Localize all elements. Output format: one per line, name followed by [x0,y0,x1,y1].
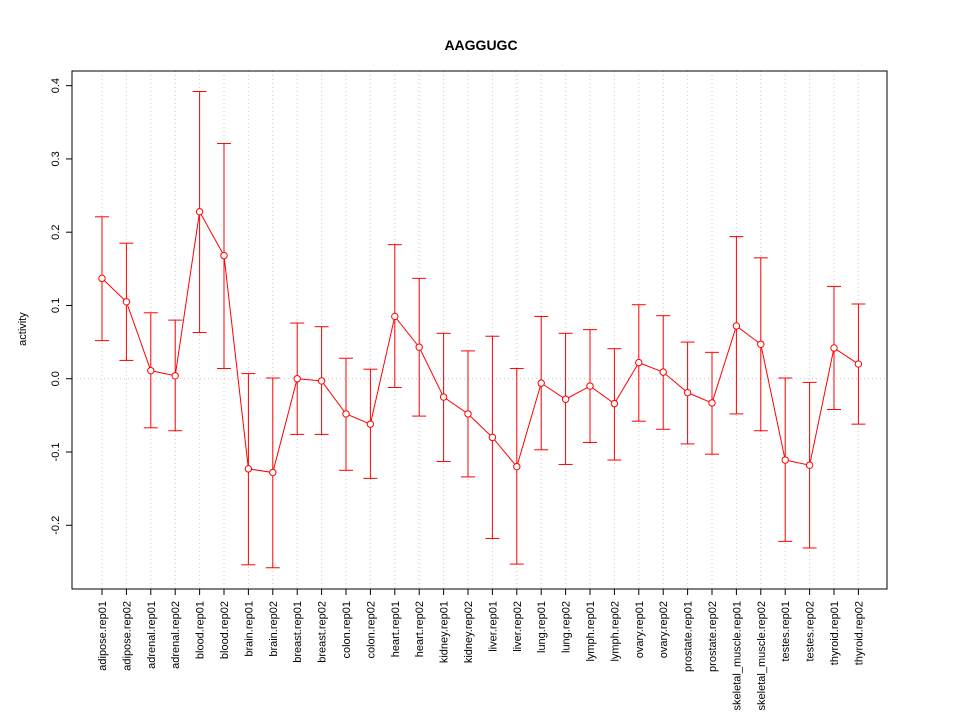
error-bars [95,91,866,569]
y-tick-label: -0.2 [50,516,62,535]
series-line [101,210,859,474]
x-tick-label: testes.rep02 [805,601,817,662]
x-tick-label: lung.rep02 [561,601,573,653]
y-tick-label: 0.0 [50,371,62,386]
data-point [195,207,204,216]
data-point [439,393,448,401]
x-tick-label: adipose.rep02 [121,601,133,671]
y-tick-label: 0.4 [50,78,62,93]
x-tick-label: lymph.rep02 [609,601,621,662]
data-point [317,377,326,385]
data-point [854,360,863,368]
data-point [537,379,545,387]
data-point [147,366,155,375]
x-tick-label: skeletal_muscle.rep01 [731,601,743,710]
x-tick-label: colon.rep02 [365,601,377,659]
y-tick-label: -0.1 [50,443,62,462]
data-point [342,410,350,418]
x-tick-label: prostate.rep02 [707,601,719,672]
data-point [464,410,472,418]
x-tick-label: kidney.rep01 [439,601,451,663]
data-points [98,207,863,477]
chart-title: AAGGUGC [444,37,517,53]
x-tick-label: ovary.rep02 [658,601,670,658]
y-axis-label: activity [17,312,29,346]
data-point [488,433,497,442]
plot-frame [71,70,888,590]
data-point [659,368,667,376]
data-point [635,358,643,367]
x-tick-label: liver.rep01 [487,601,499,652]
x-tick-label: adrenal.rep02 [170,601,182,669]
x-tick-label: thyroid.rep02 [853,601,865,665]
x-tick-label: thyroid.rep01 [829,601,841,665]
x-tick-label: testes.rep01 [780,601,792,662]
y-tick-label: 0.2 [50,225,62,240]
x-tick-label: lymph.rep01 [585,601,597,662]
x-tick-label: heart.rep01 [390,601,402,657]
x-tick-label: breast.rep01 [292,601,304,663]
data-point [757,340,765,348]
x-tick-label: adrenal.rep01 [146,601,158,669]
data-point [269,468,277,477]
y-tick-label: 0.1 [50,298,62,313]
data-point [781,456,789,464]
x-tick-label: lung.rep01 [536,601,548,653]
series-line-group [101,210,859,474]
data-point [805,461,814,469]
data-point [732,322,741,330]
x-tick-label: skeletal_muscle.rep02 [756,601,768,710]
grid [72,71,887,589]
x-tick-label: kidney.rep02 [463,601,475,663]
y-tick-label: 0.3 [50,151,62,166]
x-tick-label: heart.rep02 [414,601,426,657]
x-tick-label: brain.rep02 [268,601,280,657]
x-tick-label: brain.rep01 [243,601,255,657]
axes: -0.2 -0.1 0.0 0.1 0.2 0.3 0.4 adipose.rep01 adip… [50,78,865,710]
x-tick-label: blood.rep01 [195,601,207,659]
data-point [366,420,375,428]
data-point [293,375,301,383]
data-point [586,382,594,390]
x-tick-label: ovary.rep01 [634,601,646,658]
x-tick-label: prostate.rep01 [683,601,695,672]
x-tick-label: breast.rep02 [317,601,329,663]
data-point [98,274,106,283]
data-point [220,251,228,260]
x-tick-label: colon.rep01 [341,601,353,659]
x-tick-label: blood.rep02 [219,601,231,659]
data-point [122,298,131,306]
data-point [415,343,423,351]
data-point [244,465,253,473]
data-point [513,462,521,471]
data-point [683,388,692,397]
data-point [830,344,838,352]
x-tick-label: liver.rep02 [512,601,524,652]
data-point [610,399,619,408]
data-point [708,399,716,407]
data-point [171,372,179,380]
data-point [561,395,570,403]
x-tick-label: adipose.rep01 [97,601,109,671]
data-point [391,312,399,321]
